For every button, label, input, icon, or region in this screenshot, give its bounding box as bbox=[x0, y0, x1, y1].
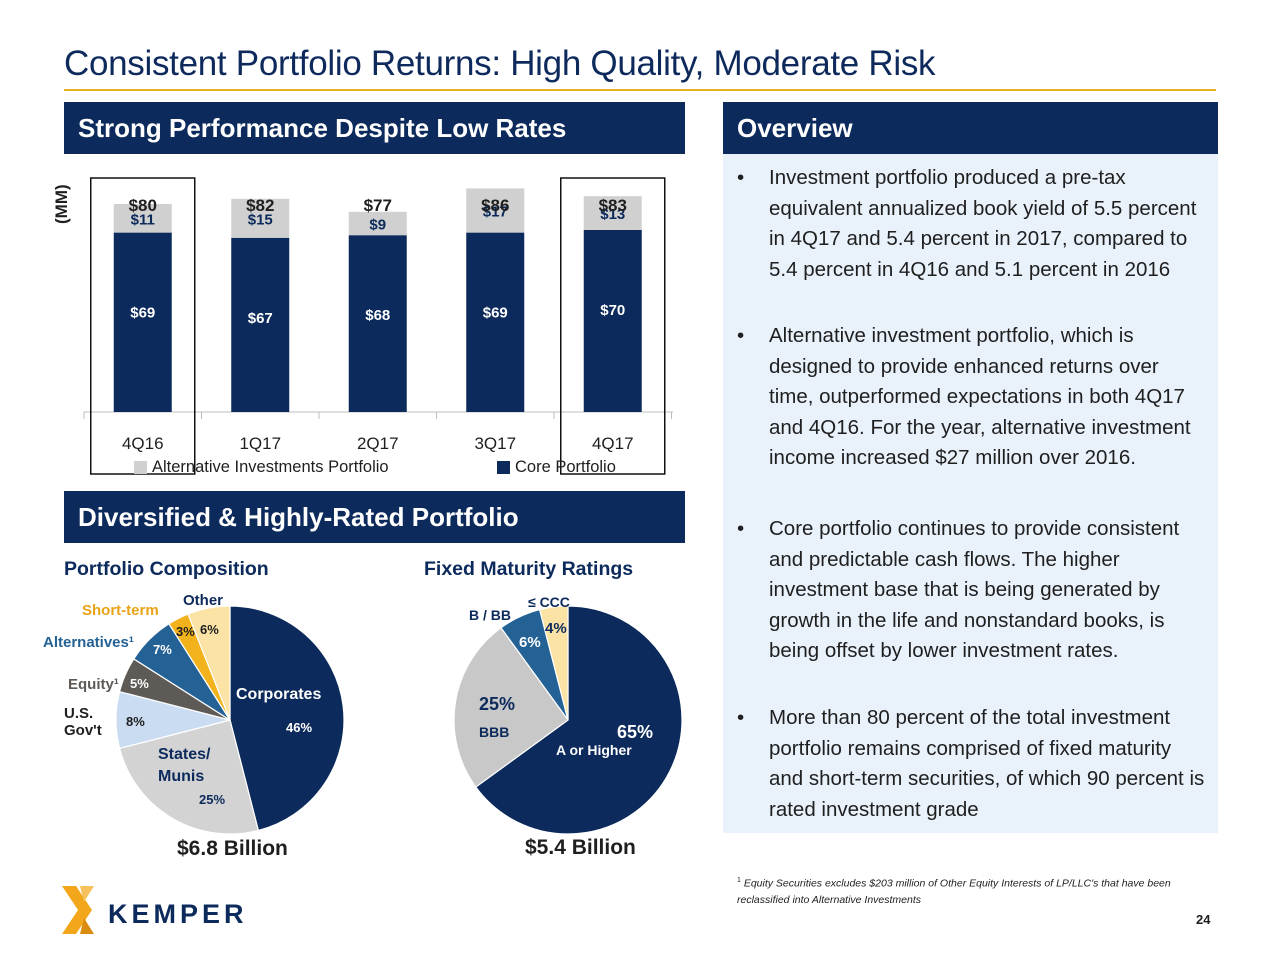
section-header-diversified: Diversified & Highly-Rated Portfolio bbox=[64, 491, 685, 543]
pie1-value-alternatives: 7% bbox=[153, 642, 172, 657]
pie2-label-bbb: BBB bbox=[479, 724, 510, 740]
legend-alternative: Alternative Investments Portfolio bbox=[134, 458, 389, 477]
overview-bullet-2: • Alternative investment portfolio, whic… bbox=[737, 321, 1207, 474]
label-core-4Q16: $69 bbox=[130, 305, 155, 322]
x-tick-label-2Q17: 2Q17 bbox=[357, 434, 399, 453]
overview-panel: • Investment portfolio produced a pre-ta… bbox=[723, 154, 1218, 833]
label-alt-4Q17: $13 bbox=[600, 206, 625, 223]
pie1-value-equity: 5% bbox=[130, 676, 149, 691]
footnote: 1 Equity Securities excludes $203 millio… bbox=[737, 873, 1207, 908]
pie2-value-ccc: 4% bbox=[545, 620, 567, 637]
bar-alt-4Q16 bbox=[113, 204, 172, 233]
legend-label-alternative: Alternative Investments Portfolio bbox=[152, 458, 389, 476]
overview-bullet-2-text: Alternative investment portfolio, which … bbox=[769, 324, 1191, 469]
label-core-2Q17: $68 bbox=[365, 307, 390, 324]
pie1-label-short-term: Short-term bbox=[82, 602, 159, 619]
bullet-glyph: • bbox=[737, 166, 745, 189]
label-alt-1Q17: $15 bbox=[248, 211, 273, 228]
x-tick-label-4Q16: 4Q16 bbox=[122, 434, 164, 453]
bar-alt-3Q17 bbox=[466, 188, 525, 233]
bullet-glyph: • bbox=[737, 706, 745, 729]
pie2-value-a-or-higher: 65% bbox=[617, 722, 654, 742]
pie1-label-equity: Equity¹ bbox=[68, 676, 119, 693]
kemper-wordmark: KEMPER bbox=[108, 899, 248, 929]
label-total-4Q16: $80 bbox=[129, 196, 157, 215]
pie1-label-corporates: Corporates bbox=[236, 686, 322, 703]
bar-alt-2Q17 bbox=[348, 211, 407, 236]
pie1-value-short-term: 3% bbox=[176, 624, 195, 639]
section-header-overview: Overview bbox=[723, 102, 1218, 154]
legend-core: Core Portfolio bbox=[497, 458, 616, 477]
page-number: 24 bbox=[1196, 912, 1211, 927]
x-tick-label-4Q17: 4Q17 bbox=[592, 434, 634, 453]
bar-core-4Q17 bbox=[583, 230, 642, 412]
footnote-marker: 1 bbox=[737, 877, 741, 884]
title-divider bbox=[64, 89, 1216, 91]
page-title: Consistent Portfolio Returns: High Quali… bbox=[64, 44, 936, 83]
bar-core-4Q16 bbox=[113, 232, 172, 412]
pie2-label-ccc: ≤ CCC bbox=[528, 594, 570, 610]
pie1-value-other: 6% bbox=[200, 622, 219, 637]
pie2-label-b-bb: B / BB bbox=[469, 607, 511, 623]
bullet-glyph: • bbox=[737, 324, 745, 347]
fixed-maturity-title: Fixed Maturity Ratings bbox=[424, 558, 634, 580]
legend-label-core: Core Portfolio bbox=[515, 458, 616, 476]
pie1-value-states-munis: 25% bbox=[199, 792, 226, 807]
pie1-value-corporates: 46% bbox=[286, 720, 313, 735]
legend-swatch-core bbox=[497, 461, 510, 474]
pie1-label-alternatives: Alternatives¹ bbox=[43, 634, 134, 651]
pie2-value-bbb: 25% bbox=[479, 694, 516, 714]
footnote-text: Equity Securities excludes $203 million … bbox=[737, 877, 1171, 906]
pie1-total: $6.8 Billion bbox=[177, 837, 288, 860]
label-total-3Q17: $86 bbox=[481, 196, 509, 215]
legend-swatch-alternative bbox=[134, 461, 147, 474]
label-alt-3Q17: $17 bbox=[483, 204, 508, 221]
pie2-total: $5.4 Billion bbox=[525, 836, 636, 859]
pie2-label-a-or-higher: A or Higher bbox=[556, 742, 632, 758]
label-alt-2Q17: $9 bbox=[369, 217, 386, 234]
label-core-1Q17: $67 bbox=[248, 310, 273, 327]
bar-core-2Q17 bbox=[348, 235, 407, 412]
overview-bullet-4: • More than 80 percent of the total inve… bbox=[737, 703, 1207, 825]
pie2-slice-0 bbox=[474, 605, 683, 835]
overview-bullet-1-text: Investment portfolio produced a pre-tax … bbox=[769, 166, 1197, 281]
highlight-box-4Q16 bbox=[90, 177, 196, 475]
label-total-4Q17: $83 bbox=[599, 196, 627, 215]
pie2-value-b-bb: 6% bbox=[519, 634, 541, 651]
kemper-k-logo-icon bbox=[62, 886, 94, 934]
x-tick-label-3Q17: 3Q17 bbox=[474, 434, 516, 453]
bullet-glyph: • bbox=[737, 517, 745, 540]
label-total-2Q17: $77 bbox=[364, 196, 392, 215]
pie1-slice-0 bbox=[229, 605, 345, 832]
portfolio-composition-title: Portfolio Composition bbox=[64, 558, 269, 580]
pie1-label-states-munis: States/ Munis bbox=[158, 746, 211, 785]
label-alt-4Q16: $11 bbox=[131, 211, 155, 228]
label-core-4Q17: $70 bbox=[600, 302, 625, 319]
bar-alt-1Q17 bbox=[231, 198, 290, 238]
section-header-performance: Strong Performance Despite Low Rates bbox=[64, 102, 685, 154]
highlight-box-4Q17 bbox=[560, 177, 666, 475]
bar-core-1Q17 bbox=[231, 237, 290, 412]
label-total-1Q17: $82 bbox=[246, 196, 274, 215]
bar-alt-4Q17 bbox=[583, 196, 642, 230]
x-tick-label-1Q17: 1Q17 bbox=[239, 434, 281, 453]
bar-core-3Q17 bbox=[466, 232, 525, 412]
pie1-value-us-govt: 8% bbox=[126, 714, 145, 729]
pie1-label-other: Other bbox=[183, 592, 224, 609]
pie1-label-us-govt: U.S. Gov't bbox=[64, 705, 102, 739]
overview-bullet-3-text: Core portfolio continues to provide cons… bbox=[769, 517, 1180, 662]
label-core-3Q17: $69 bbox=[483, 305, 508, 322]
stacked-bar-chart: $69 $11$80 4Q16 $67 $15$82 1Q17 $68 $9 $77 2Q17 $6… bbox=[83, 177, 673, 475]
overview-bullet-3: • Core portfolio continues to provide co… bbox=[737, 514, 1207, 667]
overview-bullet-4-text: More than 80 percent of the total invest… bbox=[769, 706, 1205, 821]
overview-bullet-1: • Investment portfolio produced a pre-ta… bbox=[737, 163, 1207, 285]
